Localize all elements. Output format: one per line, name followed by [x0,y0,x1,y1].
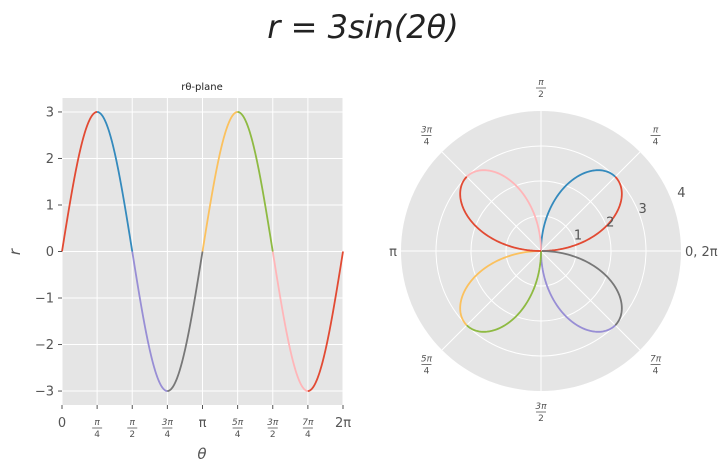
polar-series-line-1 [540,176,623,252]
y-axis-label: r [6,248,24,255]
angle-tick-label-denominator: 2 [538,90,544,100]
cartesian-series-line-6 [237,111,274,252]
x-tick-label: 3π4 [162,418,174,440]
polar-series-line-2 [540,169,616,252]
y-tick-label: 1 [46,198,54,213]
x-tick-label-numerator: 5π [232,418,244,428]
cartesian-series-line-7 [271,251,308,392]
x-tick-label: 3π2 [267,418,279,440]
polar-series-line-3 [540,250,616,333]
angle-tick-label-numerator: 5π [421,355,433,365]
x-tick-label-denominator: 2 [270,430,276,440]
radial-tick-label: 3 [638,202,646,217]
angle-tick-label-denominator: 4 [653,367,659,377]
y-tick-label: −1 [35,292,54,307]
cartesian-series-line-5 [201,111,238,252]
polar-series-line-8 [459,176,542,252]
cartesian-series-line-1 [61,111,98,252]
x-tick-label-numerator: 7π [302,418,314,428]
x-tick-label-denominator: 2 [129,430,135,440]
angle-tick-label-numerator: 7π [650,355,662,365]
x-tick-label-denominator: 4 [305,430,311,440]
x-tick-label: 0 [58,416,66,431]
angle-tick-label-numerator: π [538,78,544,88]
radial-tick-label: 1 [574,229,582,244]
angle-tick-label-denominator: 4 [424,367,430,377]
angle-tick-label: 5π4 [421,355,433,377]
angle-tick-label: 3π2 [535,402,547,424]
cartesian-title: rθ-plane [181,82,223,93]
polar-series-line-4 [540,250,623,326]
polar-series-line-7 [466,169,542,252]
polar-gridlines [400,110,681,391]
x-tick-label-numerator: π [130,418,136,428]
radial-tick-label: 2 [606,215,614,230]
angle-tick-label-denominator: 4 [653,137,659,147]
y-tick-label: 0 [46,245,54,260]
x-tick-label: 2π [335,416,351,431]
y-axis-ticks: 3 2 1 0 −1 −2 −3 [35,105,62,400]
angle-tick-label: π4 [650,125,661,147]
angle-tick-label-denominator: 4 [424,137,430,147]
x-tick-label-numerator: 3π [267,418,279,428]
angular-gridline [540,250,641,351]
x-tick-label: π [199,416,207,431]
x-tick-label-denominator: 4 [165,430,171,440]
angle-tick-label: 7π4 [650,355,662,377]
polar-series-line-6 [466,250,542,333]
x-tick-label-numerator: 3π [162,418,174,428]
x-axis-label: θ [197,445,206,463]
x-tick-label-denominator: 4 [235,430,241,440]
angle-tick-label: 3π4 [421,125,433,147]
y-tick-label: −2 [35,338,54,353]
y-tick-label: 3 [46,105,54,120]
polar-series-line-5 [459,250,542,326]
cartesian-series [61,111,344,392]
x-tick-label: 7π4 [302,418,314,440]
angular-gridline [441,250,542,351]
cartesian-series-line-4 [167,251,204,392]
cartesian-series-line-2 [97,111,134,252]
angle-tick-label-numerator: 3π [421,125,433,135]
angle-tick-label-numerator: π [653,125,659,135]
y-tick-label: −3 [35,385,54,400]
angular-gridline [540,151,641,252]
polar-series [459,169,623,333]
radial-tick-label: 4 [677,186,685,201]
angular-gridline [441,151,542,252]
x-tick-label: 5π4 [232,418,244,440]
x-tick-label-denominator: 4 [94,430,100,440]
x-tick-label: π2 [127,418,138,440]
figure-suptitle: r = 3sin(2θ) [267,8,458,46]
cartesian-series-line-8 [307,251,344,392]
x-tick-label: π4 [92,418,103,440]
angle-tick-label: π2 [536,78,547,100]
angle-tick-label: 0, 2π [685,245,718,260]
angle-tick-label: π [389,245,397,260]
angle-tick-label-numerator: 3π [535,402,547,412]
angle-tick-label-denominator: 2 [538,414,544,424]
x-tick-label-numerator: π [94,418,100,428]
radial-tick-labels: 1 2 3 4 [574,186,686,244]
y-tick-label: 2 [46,152,54,167]
cartesian-series-line-3 [131,251,168,392]
